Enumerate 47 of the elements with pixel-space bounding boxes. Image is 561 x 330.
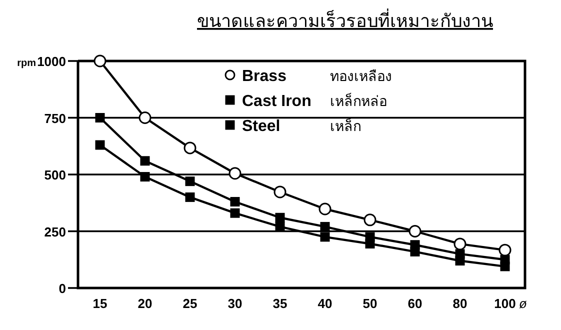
legend-label: Cast Iron เหล็กหล่อ xyxy=(242,92,387,110)
y-tick-label: 0 xyxy=(58,281,66,296)
point xyxy=(498,244,512,256)
point xyxy=(95,113,105,122)
x-axis-title: ø xyxy=(519,296,527,311)
y-tick-label: 500 xyxy=(44,168,66,182)
point xyxy=(274,186,286,198)
point xyxy=(410,246,420,256)
x-tick-label: 20 xyxy=(138,296,152,311)
point xyxy=(230,208,240,218)
point xyxy=(275,222,285,232)
point xyxy=(320,222,330,232)
point xyxy=(94,54,106,68)
point xyxy=(318,202,332,216)
point xyxy=(185,192,195,202)
x-tick-label: 30 xyxy=(228,296,242,311)
x-tick-label: 25 xyxy=(182,296,198,311)
point xyxy=(228,167,242,180)
point xyxy=(454,238,466,250)
chart-title: ขนาดและความเร็วรอบที่เหมาะกับงาน xyxy=(197,8,493,31)
y-axis-title: rpm xyxy=(17,58,36,69)
x-tick-label: 35 xyxy=(272,296,288,311)
point xyxy=(185,176,195,186)
point xyxy=(408,225,422,238)
point xyxy=(365,238,375,248)
point xyxy=(275,212,285,222)
x-tick-label: 80 xyxy=(452,296,468,311)
y-tick-label: 1000 xyxy=(37,54,66,69)
x-tick-label: 60 xyxy=(408,296,422,311)
x-tick-label: 40 xyxy=(318,296,332,311)
x-tick-label: 15 xyxy=(92,296,108,311)
point xyxy=(455,256,465,266)
x-tick-label: 100 xyxy=(494,296,516,311)
y-tick-label: 250 xyxy=(44,224,66,240)
point xyxy=(320,232,330,242)
point xyxy=(140,156,150,166)
point xyxy=(138,112,152,124)
point xyxy=(140,172,150,182)
point xyxy=(364,214,376,226)
x-tick-label: 50 xyxy=(362,296,378,311)
point xyxy=(230,196,240,206)
text: Brass ทองเหลือง xyxy=(242,68,392,85)
point xyxy=(95,140,105,150)
text: Steel เหล็ก xyxy=(242,118,361,135)
point xyxy=(184,142,196,154)
y-tick-label: 750 xyxy=(44,110,66,126)
point xyxy=(500,262,510,272)
